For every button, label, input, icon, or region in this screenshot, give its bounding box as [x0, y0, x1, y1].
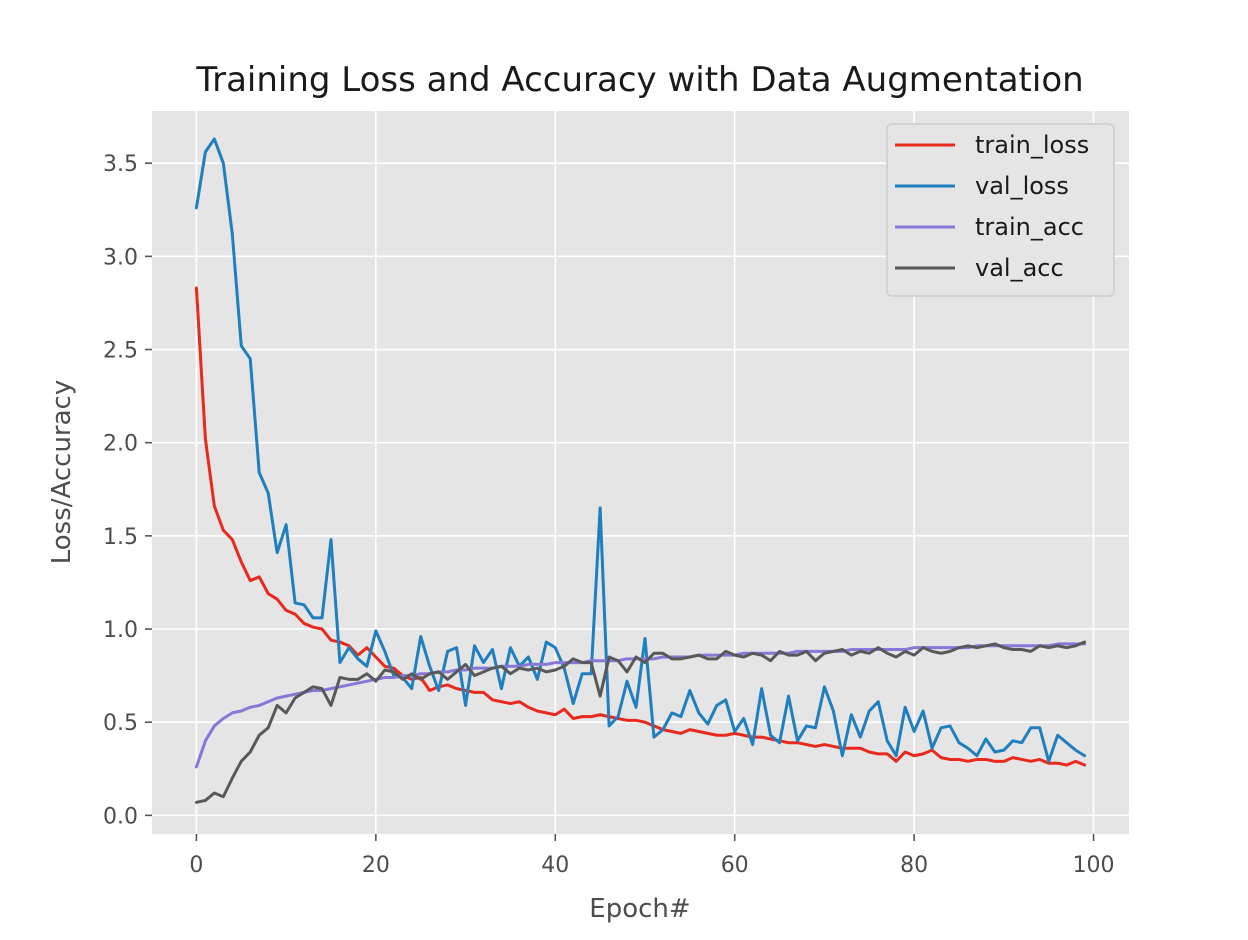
legend-label-train-acc: train_acc	[975, 213, 1084, 241]
legend-label-val-loss: val_loss	[975, 172, 1069, 200]
legend-label-val-acc: val_acc	[975, 254, 1064, 282]
series-line-train-loss	[194, 286, 1087, 767]
y-tick-label: 0.0	[103, 804, 138, 829]
y-tick-label: 3.0	[103, 245, 138, 270]
y-axis-ticks: 0.0 0.5 1.0 1.5 2.0 2.5 3.0 3.5	[103, 152, 152, 829]
y-tick-label: 2.0	[103, 432, 138, 457]
x-tick-label: 20	[362, 853, 390, 878]
legend-label-train-loss: train_loss	[975, 131, 1089, 159]
legend-box	[886, 123, 1115, 297]
x-tick-label: 80	[900, 853, 928, 878]
legend: train_loss val_loss train_acc val_acc	[886, 123, 1115, 297]
y-tick-label: 3.5	[103, 152, 138, 177]
x-tick-label: 100	[1073, 853, 1115, 878]
x-axis-title: Epoch#	[589, 894, 690, 924]
series-line-val-loss	[194, 137, 1087, 763]
x-tick-label: 40	[541, 853, 569, 878]
y-tick-label: 1.0	[103, 618, 138, 643]
x-tick-label: 0	[189, 853, 203, 878]
y-tick-label: 0.5	[103, 711, 138, 736]
y-tick-label: 1.5	[103, 525, 138, 550]
x-tick-label: 60	[721, 853, 749, 878]
chart-title: Training Loss and Accuracy with Data Aug…	[195, 60, 1083, 100]
series-lines	[194, 137, 1087, 804]
series-line-val-acc	[194, 640, 1087, 804]
y-tick-label: 2.5	[103, 339, 138, 364]
x-axis-ticks: 0 20 40 60 80 100	[189, 834, 1115, 878]
y-axis-title: Loss/Accuracy	[47, 380, 77, 565]
